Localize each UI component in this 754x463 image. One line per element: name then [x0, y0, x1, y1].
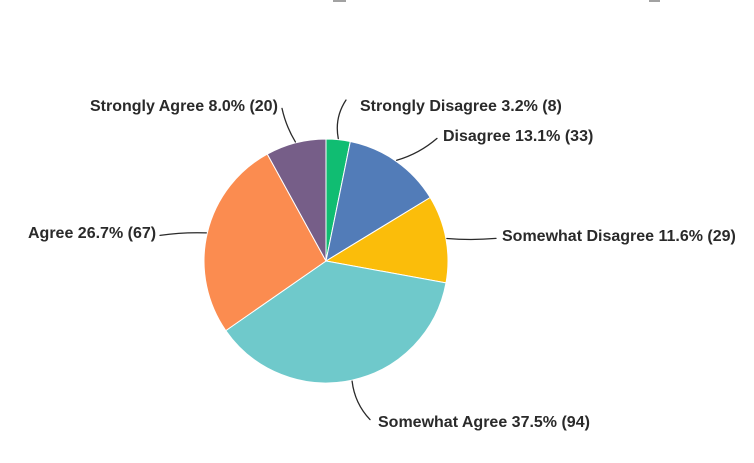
leader-line-somewhat-agree	[351, 380, 371, 421]
slice-label-somewhat-disagree: Somewhat Disagree 11.6% (29)	[502, 228, 736, 245]
slice-label-strongly-disagree: Strongly Disagree 3.2% (8)	[360, 98, 562, 115]
pie-slice-somewhat-disagree	[324, 196, 449, 284]
slice-label-somewhat-agree: Somewhat Agree 37.5% (94)	[378, 414, 590, 431]
pie-slice-disagree	[325, 140, 431, 263]
slice-label-disagree: Disagree 13.1% (33)	[443, 128, 594, 145]
pie-slice-agree	[203, 153, 327, 332]
leader-line-agree	[159, 232, 207, 237]
leader-line-disagree	[396, 137, 438, 161]
slice-label-agree: Agree 26.7% (67)	[28, 225, 157, 242]
pie-slice-somewhat-agree	[225, 260, 447, 384]
leader-line-strongly-disagree	[336, 99, 347, 140]
pie-slice-strongly-agree	[266, 138, 327, 262]
cropped-title-fragment	[649, 0, 660, 2]
cropped-title-fragment	[333, 0, 346, 2]
leader-line-strongly-agree	[281, 107, 297, 143]
leader-line-somewhat-disagree	[446, 237, 497, 241]
slice-label-strongly-agree: Strongly Agree 8.0% (20)	[90, 98, 278, 115]
